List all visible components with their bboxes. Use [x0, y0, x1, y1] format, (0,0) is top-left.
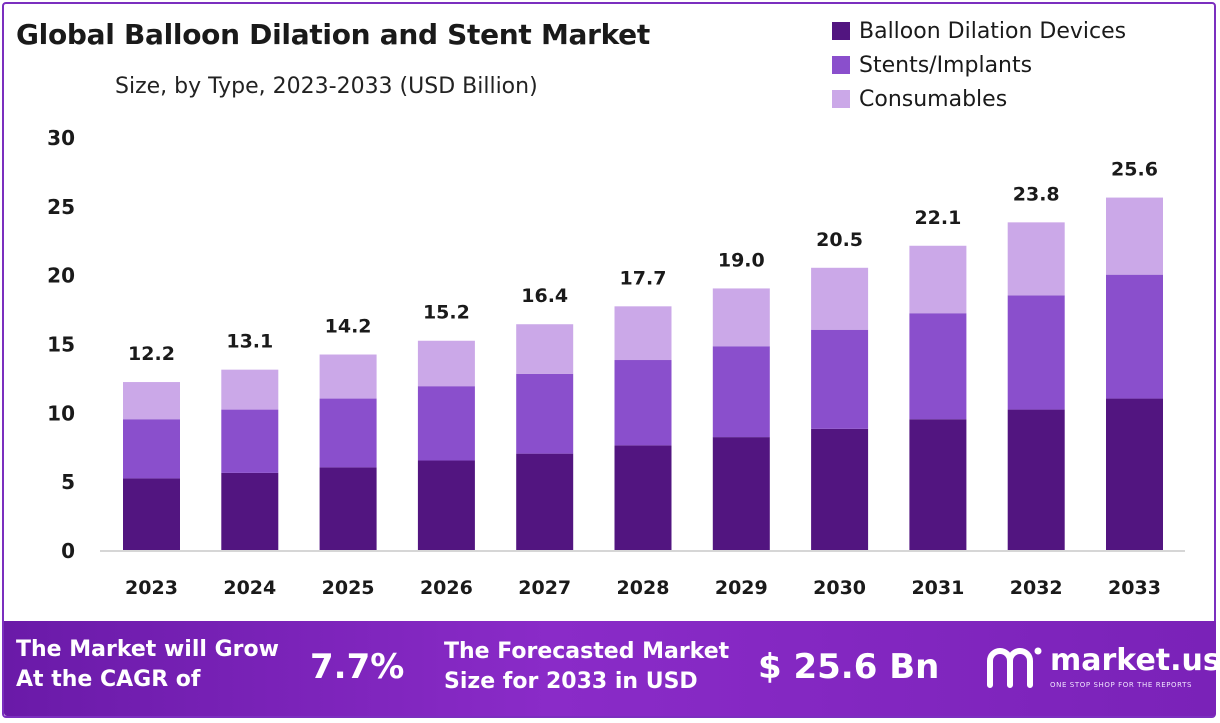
x-tick-label: 2026: [420, 577, 473, 599]
x-tick-label: 2028: [617, 577, 670, 599]
bar-segment-stents: [123, 419, 180, 479]
market-us-logo-icon: [987, 647, 1042, 688]
bar-segment-stents: [516, 373, 574, 454]
bar-total-label: 12.2: [128, 343, 175, 365]
y-tick-label: 10: [47, 401, 75, 425]
bar-segment-consumables: [221, 369, 279, 410]
brand-name: market.us: [1050, 643, 1220, 678]
bar-segment-balloon: [1106, 398, 1163, 550]
bar-segment-stents: [811, 329, 869, 429]
bar-segment-consumables: [712, 288, 770, 347]
footer-banner: The Market will Grow At the CAGR of 7.7%…: [4, 621, 1220, 716]
bar-segment-balloon: [417, 460, 475, 550]
bar-segment-stents: [712, 346, 770, 438]
x-tick-label: 2030: [813, 577, 866, 599]
stacked-bar-chart: 05101520253012.2202313.1202414.2202515.2…: [47, 126, 1185, 599]
cagr-value: 7.7%: [310, 647, 405, 687]
bar-segment-balloon: [811, 428, 869, 550]
bar-segment-balloon: [909, 419, 967, 550]
bar-segment-consumables: [1007, 222, 1065, 296]
bar-segment-stents: [614, 360, 672, 446]
bar-total-label: 25.6: [1111, 159, 1158, 181]
bar-segment-consumables: [123, 382, 180, 420]
brand-tagline: ONE STOP SHOP FOR THE REPORTS: [1050, 681, 1193, 689]
cagr-label-line1: The Market will Grow: [16, 637, 279, 662]
forecast-value: $ 25.6 Bn: [758, 647, 940, 687]
bar-segment-balloon: [123, 478, 180, 550]
bar-total-label: 13.1: [226, 331, 273, 353]
bar-total-label: 14.2: [325, 316, 372, 338]
bar-segment-stents: [221, 409, 279, 473]
chart-subtitle: Size, by Type, 2023-2033 (USD Billion): [115, 74, 538, 99]
x-tick-label: 2033: [1108, 577, 1161, 599]
bar-segment-stents: [417, 386, 475, 461]
bar-segment-consumables: [811, 267, 869, 330]
legend-item-stents: Stents/Implants: [832, 48, 1126, 82]
bar-segment-consumables: [614, 306, 672, 361]
y-tick-label: 5: [61, 470, 75, 494]
legend-item-consumables: Consumables: [832, 82, 1126, 116]
legend-label-balloon: Balloon Dilation Devices: [859, 18, 1127, 44]
x-tick-label: 2031: [911, 577, 964, 599]
bar-total-label: 19.0: [718, 249, 765, 271]
x-tick-label: 2023: [125, 577, 178, 599]
x-tick-label: 2024: [223, 577, 276, 599]
bar-total-label: 15.2: [423, 302, 470, 324]
legend-item-balloon: Balloon Dilation Devices: [832, 14, 1126, 48]
bar-total-label: 17.7: [620, 267, 667, 289]
y-tick-label: 0: [61, 539, 75, 563]
x-tick-label: 2027: [518, 577, 571, 599]
bar-segment-consumables: [516, 324, 574, 374]
bar-segment-balloon: [712, 437, 770, 550]
legend: Balloon Dilation Devices Stents/Implants…: [832, 14, 1126, 116]
bar-segment-balloon: [614, 445, 672, 550]
bar-segment-consumables: [909, 245, 967, 314]
legend-swatch-stents: [832, 56, 850, 74]
legend-label-stents: Stents/Implants: [859, 52, 1033, 78]
bar-total-label: 22.1: [914, 207, 961, 229]
y-tick-label: 20: [47, 264, 75, 288]
bar-total-label: 23.8: [1013, 183, 1060, 205]
x-tick-label: 2029: [715, 577, 768, 599]
bar-segment-balloon: [319, 467, 377, 550]
forecast-label-line1: The Forecasted Market: [444, 639, 730, 664]
bar-segment-balloon: [221, 472, 279, 550]
bar-segment-balloon: [1007, 409, 1065, 550]
bar-segment-stents: [319, 398, 377, 468]
bar-total-label: 16.4: [521, 285, 568, 307]
bar-segment-balloon: [516, 453, 574, 550]
x-tick-label: 2025: [322, 577, 375, 599]
legend-label-consumables: Consumables: [859, 86, 1008, 112]
legend-swatch-consumables: [832, 90, 850, 108]
bar-segment-consumables: [319, 354, 377, 399]
y-tick-label: 30: [47, 126, 75, 150]
bar-segment-stents: [909, 313, 967, 420]
bar-segment-consumables: [1106, 197, 1163, 275]
bar-total-label: 20.5: [816, 229, 863, 251]
forecast-label-line2: Size for 2033 in USD: [444, 669, 698, 694]
bar-segment-stents: [1007, 295, 1065, 410]
chart-title: Global Balloon Dilation and Stent Market: [16, 18, 650, 51]
cagr-label-line2: At the CAGR of: [16, 667, 201, 692]
legend-swatch-balloon: [832, 22, 850, 40]
x-tick-label: 2032: [1010, 577, 1063, 599]
y-tick-label: 25: [47, 195, 75, 219]
bar-segment-consumables: [417, 340, 475, 387]
y-tick-label: 15: [47, 333, 75, 357]
bar-segment-stents: [1106, 274, 1163, 399]
